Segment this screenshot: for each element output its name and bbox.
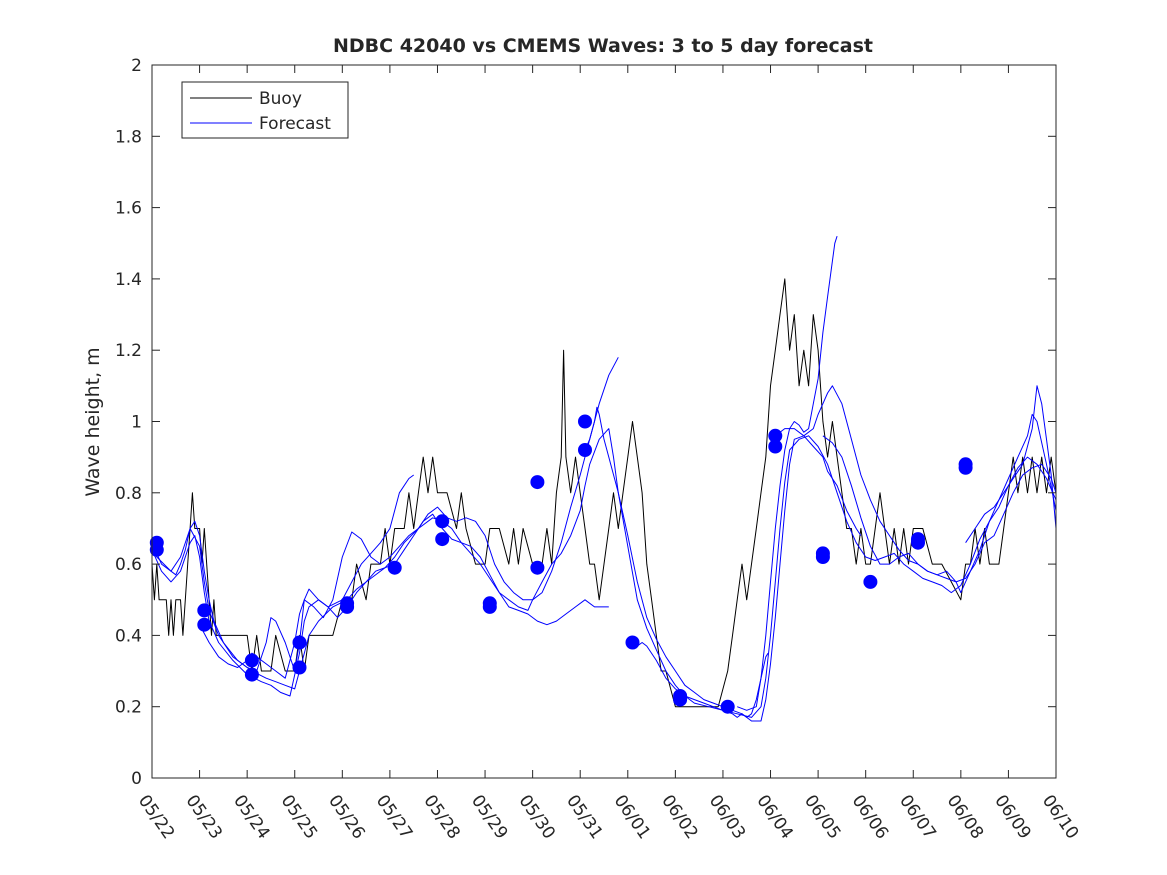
y-tick-label: 0.4 — [115, 626, 142, 646]
forecast-series-line — [632, 642, 769, 718]
forecast-marker — [530, 475, 545, 490]
forecast-marker — [340, 599, 355, 614]
y-tick-label: 0 — [131, 769, 142, 789]
forecast-marker — [673, 692, 688, 707]
y-tick-label: 1.2 — [115, 341, 142, 361]
forecast-marker — [863, 574, 878, 589]
forecast-marker — [435, 514, 450, 529]
forecast-series-line — [822, 435, 1057, 583]
y-tick-label: 1.8 — [115, 127, 142, 147]
forecast-marker — [197, 617, 212, 632]
y-tick-label: 1.4 — [115, 270, 142, 290]
forecast-series-line — [151, 428, 1057, 718]
y-tick-label: 2 — [131, 56, 142, 76]
forecast-series-line — [965, 385, 1057, 543]
series-layer — [151, 235, 1057, 722]
forecast-marker — [292, 635, 307, 650]
y-tick-label: 1.6 — [115, 199, 142, 219]
forecast-series-line — [737, 235, 838, 711]
forecast-series-line — [151, 474, 414, 672]
y-tick-label: 0.6 — [115, 555, 142, 575]
chart-title: NDBC 42040 vs CMEMS Waves: 3 to 5 day fo… — [333, 35, 873, 57]
forecast-marker — [720, 699, 735, 714]
forecast-series-line — [774, 385, 1057, 594]
forecast-marker — [387, 560, 402, 575]
forecast-marker — [149, 542, 164, 557]
forecast-series-line — [151, 513, 609, 697]
forecast-marker — [768, 439, 783, 454]
forecast-marker — [530, 560, 545, 575]
forecast-marker — [578, 414, 592, 429]
legend: Buoy Forecast — [181, 81, 349, 139]
legend-buoy-label: Buoy — [259, 89, 302, 109]
y-tick-label: 0.8 — [115, 484, 142, 504]
forecast-marker — [244, 653, 259, 668]
forecast-marker — [958, 460, 973, 475]
forecast-marker — [482, 599, 497, 614]
forecast-marker — [244, 667, 259, 682]
forecast-marker — [625, 635, 640, 650]
forecast-marker — [435, 532, 450, 547]
y-axis-label: Wave height, m — [82, 347, 104, 496]
forecast-marker — [578, 443, 592, 457]
legend-box — [181, 81, 349, 139]
forecast-marker — [197, 603, 212, 618]
forecast-series-line — [199, 357, 619, 679]
y-tick-label: 1 — [131, 413, 142, 433]
forecast-marker — [911, 535, 925, 550]
legend-forecast-label: Forecast — [259, 114, 331, 134]
marker-layer — [149, 414, 973, 714]
y-tick-label: 0.2 — [115, 698, 142, 718]
forecast-marker — [292, 660, 307, 675]
forecast-marker — [815, 550, 830, 564]
